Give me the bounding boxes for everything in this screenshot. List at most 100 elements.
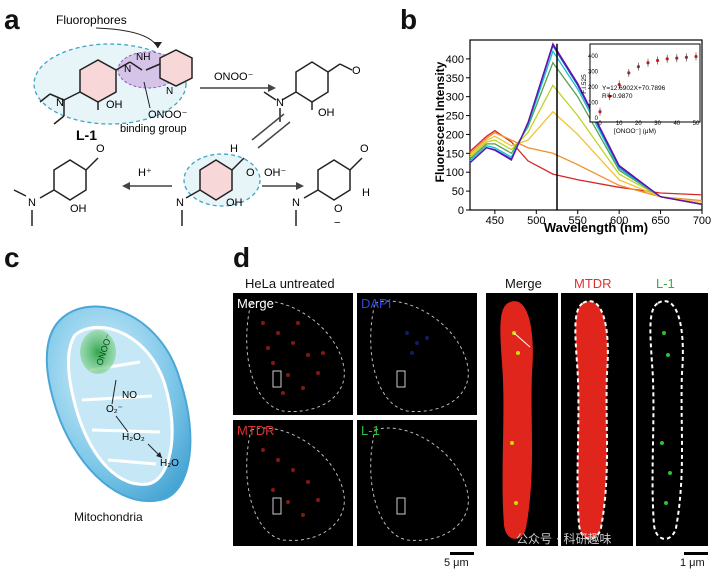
tile-l1: L-1	[357, 420, 477, 546]
y-tick-label: 100	[446, 167, 464, 179]
inset-x-label: [ONOO⁻] (μM)	[614, 128, 656, 135]
x-tick-label: 600	[610, 215, 628, 227]
mid-oh: OH	[226, 197, 243, 209]
l1-n-atom: N	[56, 97, 64, 109]
l1-n1: N	[124, 64, 131, 75]
mid-o: O	[246, 167, 255, 179]
chart-y-label: Fluorescent Intensity	[433, 61, 447, 182]
mitochondria-caption: Mitochondria	[74, 510, 143, 524]
inset-x-tick-label: 40	[673, 121, 680, 127]
panel-label-c: c	[4, 242, 20, 273]
l1-nh: NH	[136, 52, 150, 63]
inset-x-tick-label: 50	[693, 121, 700, 127]
x-tick-label: 500	[527, 215, 545, 227]
mid-n: N	[176, 197, 184, 209]
inset-frame	[589, 43, 701, 123]
l1-pyridine-n: N	[166, 86, 173, 97]
series-line-3	[469, 110, 703, 204]
inset-y-tick-label: 0	[595, 116, 599, 122]
right-o2: O	[334, 203, 343, 215]
aldehyde-o: O	[352, 65, 361, 77]
fluorophores-label: Fluorophores	[56, 13, 127, 27]
panel-c-mitochondria: ONOO⁻ NO O₂⁻ H₂O₂ H₂O	[45, 305, 192, 503]
h-plus: H⁺	[138, 167, 152, 179]
x-tick-label: 700	[693, 215, 711, 227]
tile-mtdr-label: MTDR	[237, 423, 275, 438]
tile-dapi: DAPI	[357, 293, 477, 415]
scale-bar-right	[684, 552, 708, 555]
reagent-label: ONOO⁻	[214, 71, 254, 83]
watermark: 公众号 · 科研趣味	[516, 532, 612, 546]
o2-label: O₂⁻	[106, 404, 123, 415]
inset-equation: Y=12.6902X+70.7896	[602, 85, 666, 92]
x-tick-label: 550	[569, 215, 587, 227]
product-n: N	[276, 97, 284, 109]
x-tick-label: 450	[486, 215, 504, 227]
panel-b-chart: 450 500 550 600 650 7000501001502002503003504…	[433, 39, 711, 235]
onoo-glow	[80, 330, 116, 374]
y-tick-label: 400	[446, 54, 464, 66]
inset-x-tick-label: 20	[635, 121, 642, 127]
oh-minus: OH⁻	[264, 167, 287, 179]
right-o: O	[360, 143, 369, 155]
series-line-2	[469, 131, 703, 202]
panel-a-scheme: N OH N NH N L-1 Fluorophores ONOO⁻ bindi…	[13, 13, 370, 229]
tile-dapi-label: DAPI	[361, 296, 392, 311]
chart-frame	[469, 39, 703, 211]
scale-bar-left	[450, 552, 474, 555]
y-tick-label: 350	[446, 73, 464, 85]
zoom-mtdr-header: MTDR	[574, 276, 612, 291]
left-oh: OH	[70, 203, 87, 215]
series-line-5	[469, 61, 703, 205]
chart-x-label: Wavelength (nm)	[544, 220, 648, 235]
left-o: O	[96, 143, 105, 155]
compound-label: L-1	[76, 127, 97, 143]
zoom-l1-header: L-1	[656, 276, 675, 291]
inset-y-tick-label: 100	[588, 100, 599, 106]
y-tick-label: 300	[446, 92, 464, 104]
zoom-mtdr-tile	[561, 293, 633, 546]
no-label: NO	[122, 390, 137, 401]
right-minus: −	[334, 217, 340, 229]
h2o-label: H₂O	[160, 458, 179, 469]
series-line-1	[469, 129, 703, 196]
left-n: N	[28, 197, 36, 209]
y-tick-label: 150	[446, 148, 464, 160]
inset-x-tick-label: 30	[654, 121, 661, 127]
zoom-merge-tile	[486, 293, 558, 546]
scale-right-label: 1 μm	[680, 557, 705, 569]
tile-merge-label: Merge	[237, 296, 274, 311]
y-tick-label: 50	[452, 186, 464, 198]
inset-y-tick-label: 300	[588, 69, 599, 75]
hela-header: HeLa untreated	[245, 276, 335, 291]
panel-label-b: b	[400, 4, 418, 35]
x-tick-label: 650	[651, 215, 669, 227]
inset-y-tick-label: 200	[588, 85, 599, 91]
inset-x-tick-label: 10	[616, 121, 623, 127]
panel-label-d: d	[233, 242, 251, 273]
binding-group-onoo: ONOO⁻	[148, 109, 188, 121]
mid-h: H	[230, 143, 238, 155]
inset-x-tick-label: 0	[598, 121, 602, 127]
series-line-6	[469, 49, 703, 205]
scale-left-label: 5 μm	[444, 557, 469, 569]
tile-merge: Merge	[233, 293, 353, 415]
series-line-4	[469, 84, 703, 205]
y-tick-label: 250	[446, 111, 464, 123]
tile-mtdr: MTDR	[233, 420, 353, 546]
zoom-l1-tile	[636, 293, 708, 546]
inset-y-tick-label: 400	[588, 54, 599, 60]
inset-y-label: F.I.525	[581, 74, 588, 94]
l1-oh: OH	[106, 99, 123, 111]
right-h: H	[362, 187, 370, 199]
tile-l1-label: L-1	[361, 423, 380, 438]
product-oh: OH	[318, 107, 335, 119]
y-tick-label: 200	[446, 129, 464, 141]
y-tick-label: 0	[458, 205, 464, 217]
h2o2-label: H₂O₂	[122, 432, 145, 443]
binding-group-label: binding group	[120, 123, 187, 135]
zoom-merge-header: Merge	[505, 276, 542, 291]
right-n: N	[292, 197, 300, 209]
series-line-8	[469, 42, 703, 205]
panel-label-a: a	[4, 4, 20, 35]
